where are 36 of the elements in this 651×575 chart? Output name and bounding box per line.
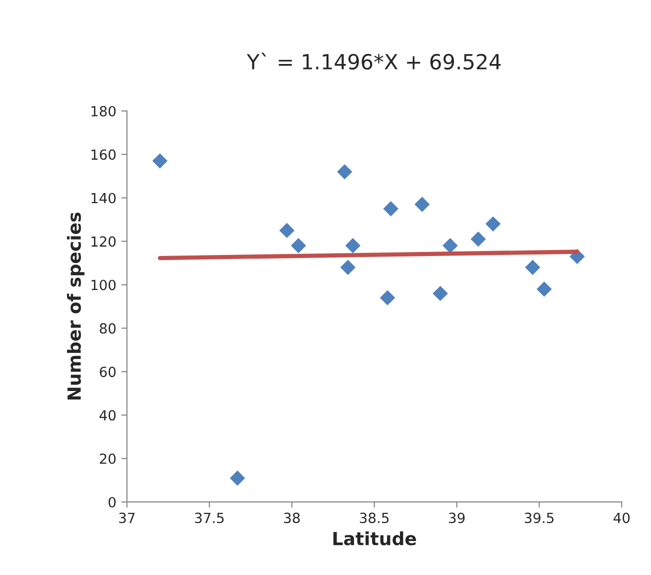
y-axis-title: Number of species <box>66 212 84 400</box>
point <box>337 164 352 180</box>
y-tick-label: 20 <box>100 454 116 464</box>
point <box>380 290 396 306</box>
x-tick-label: 37.5 <box>195 512 224 524</box>
point <box>383 201 398 216</box>
x-axis-title: Latitude <box>333 531 416 546</box>
x-tick-label: 40 <box>614 512 630 524</box>
x-tick-label: 37 <box>119 512 135 524</box>
point <box>432 286 448 302</box>
y-tick-label: 100 <box>92 280 116 290</box>
point <box>525 260 540 275</box>
y-tick-label: 60 <box>100 366 116 378</box>
point <box>345 238 360 254</box>
point <box>485 216 501 232</box>
point <box>279 222 295 238</box>
y-tick-label: 40 <box>100 410 116 421</box>
point <box>442 238 458 254</box>
point <box>340 260 356 275</box>
y-tick-label: 180 <box>92 106 116 116</box>
point <box>230 470 246 486</box>
y-tick-label: 160 <box>92 149 116 160</box>
x-tick-label: 38 <box>284 512 300 524</box>
point <box>536 281 552 297</box>
point <box>414 196 430 212</box>
x-tick-label: 39 <box>449 512 465 524</box>
y-tick-label: 80 <box>100 323 116 334</box>
point <box>470 232 486 247</box>
chart-title: Y` = 1.1496*X + 69.524 <box>246 52 501 70</box>
y-tick-label: 120 <box>92 236 116 247</box>
y-tick-label: 140 <box>92 192 116 204</box>
x-tick-label: 38.5 <box>360 512 389 524</box>
x-tick-label: 39.5 <box>524 512 554 524</box>
point <box>290 238 306 254</box>
y-tick-label: 0 <box>108 496 116 508</box>
point <box>152 153 168 169</box>
